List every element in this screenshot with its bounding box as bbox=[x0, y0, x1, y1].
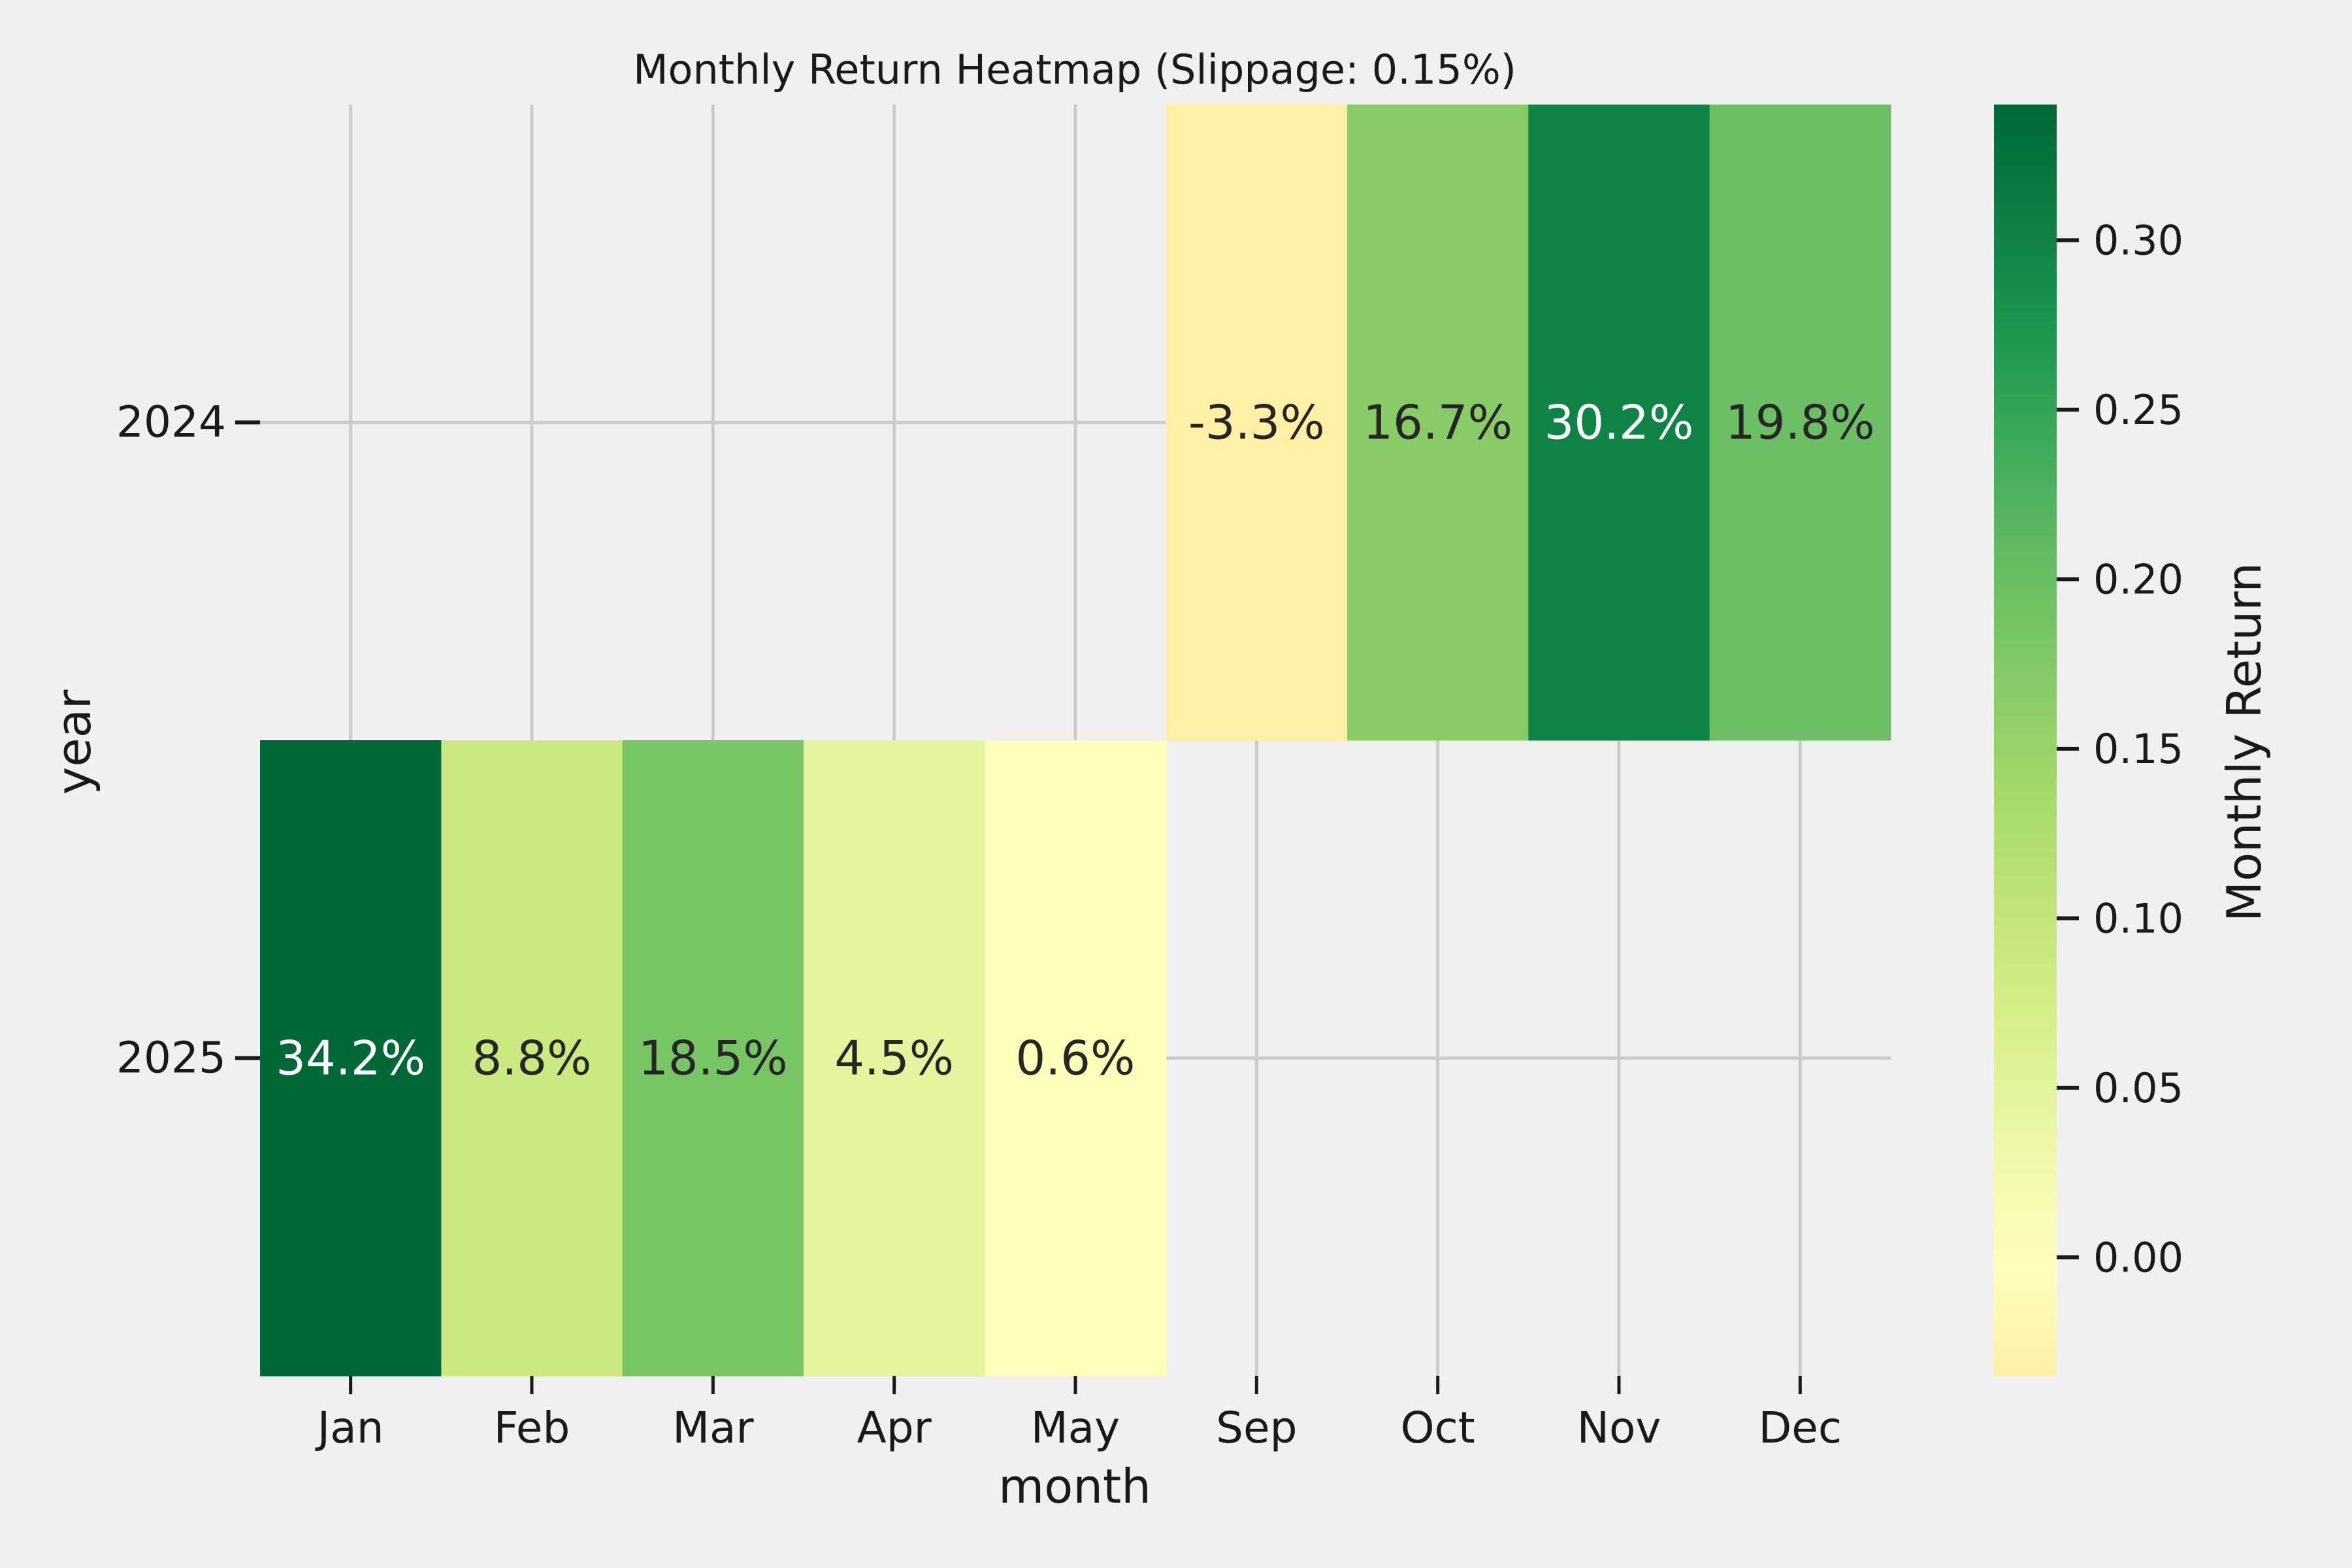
cell-value-label: 19.8% bbox=[1725, 395, 1875, 450]
x-tick-label: Dec bbox=[1758, 1403, 1842, 1453]
heatmap-cell bbox=[1347, 105, 1529, 741]
cell-value-label: -3.3% bbox=[1188, 395, 1325, 450]
x-axis-label: month bbox=[998, 1459, 1151, 1514]
heatmap-cell bbox=[1166, 105, 1348, 741]
heatmap-cell bbox=[1528, 105, 1710, 741]
heatmap-cells: -3.3% 16.7% 30.2% 19.8% 34.2% 8.8% 18.5% 4.5% 0.… bbox=[260, 105, 1891, 1377]
colorbar-label: Monthly Return bbox=[2217, 563, 2272, 922]
colorbar-tick-label: 0.30 bbox=[2093, 217, 2183, 265]
cell-value-label: 0.6% bbox=[1016, 1031, 1135, 1086]
colorbar-tick-label: 0.20 bbox=[2093, 556, 2183, 604]
x-tick-label: Nov bbox=[1577, 1403, 1661, 1453]
cell-value-label: 34.2% bbox=[276, 1031, 425, 1086]
colorbar-tick-label: 0.15 bbox=[2093, 725, 2183, 773]
y-axis: 2024 2025 bbox=[116, 397, 260, 1083]
colorbar-tick-label: 0.10 bbox=[2093, 894, 2183, 942]
colorbar-gradient bbox=[1994, 105, 2057, 1376]
colorbar-tick-label: 0.25 bbox=[2093, 386, 2183, 434]
cell-value-label: 8.8% bbox=[472, 1031, 592, 1086]
y-tick-label: 2025 bbox=[116, 1033, 226, 1083]
colorbar: 0.00 0.05 0.10 0.15 0.20 0.25 0.30 bbox=[1994, 105, 2183, 1376]
heatmap-cell bbox=[441, 740, 623, 1377]
y-axis-label: year bbox=[46, 689, 101, 794]
heatmap-cell bbox=[1709, 105, 1891, 741]
x-tick-label: Feb bbox=[494, 1403, 570, 1453]
heatmap-cell bbox=[985, 740, 1167, 1377]
chart-title: Monthly Return Heatmap (Slippage: 0.15%) bbox=[633, 46, 1516, 93]
x-axis: Jan Feb Mar Apr May Sep Oct Nov Dec bbox=[315, 1376, 1842, 1453]
heatmap-cell bbox=[804, 740, 985, 1377]
cell-value-label: 18.5% bbox=[638, 1031, 788, 1086]
x-tick-label: Oct bbox=[1401, 1403, 1475, 1453]
cell-value-label: 16.7% bbox=[1363, 395, 1512, 450]
x-tick-label: Mar bbox=[672, 1403, 754, 1453]
cell-value-label: 4.5% bbox=[834, 1031, 954, 1086]
x-tick-label: Apr bbox=[857, 1403, 932, 1453]
x-tick-label: Jan bbox=[315, 1403, 384, 1453]
x-tick-label: May bbox=[1031, 1403, 1120, 1453]
x-tick-label: Sep bbox=[1216, 1403, 1297, 1453]
y-tick-label: 2024 bbox=[116, 397, 226, 448]
colorbar-tick-label: 0.05 bbox=[2093, 1064, 2183, 1112]
colorbar-tick-label: 0.00 bbox=[2093, 1233, 2183, 1281]
cell-value-label: 30.2% bbox=[1544, 395, 1694, 450]
heatmap-cell bbox=[622, 740, 804, 1377]
heatmap-cell bbox=[260, 740, 442, 1377]
